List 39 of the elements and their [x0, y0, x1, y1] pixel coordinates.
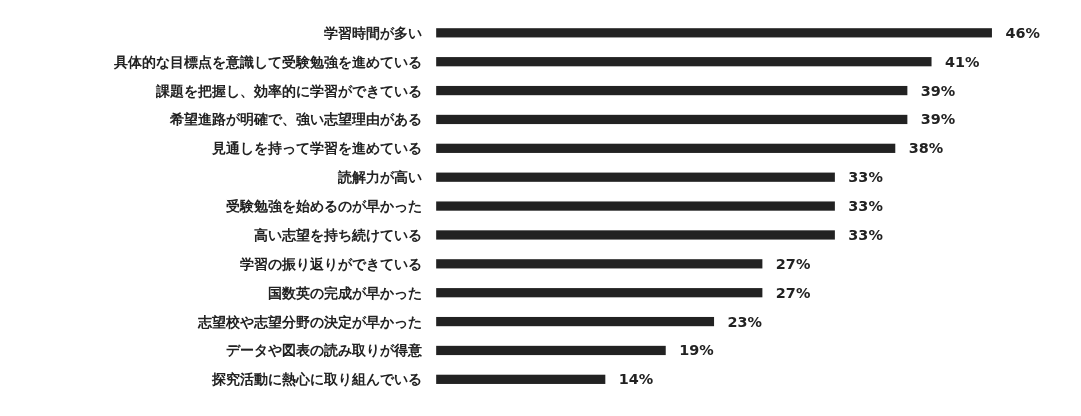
- bar: [436, 259, 763, 269]
- y-tick-label: 見通しを持って学習を進めている: [210, 140, 422, 157]
- data-label: 14%: [618, 371, 654, 388]
- data-label: 19%: [679, 342, 714, 359]
- bar: [436, 374, 606, 384]
- data-label: 33%: [848, 198, 883, 215]
- data-label: 33%: [848, 226, 883, 243]
- data-label: 38%: [908, 140, 944, 157]
- data-label: 39%: [920, 111, 956, 128]
- bar: [436, 345, 666, 356]
- bar: [436, 114, 908, 125]
- y-tick-label: 志望校や志望分野の決定が早かった: [196, 313, 422, 330]
- y-tick-label: 高い志望を持ち続けている: [253, 226, 422, 243]
- bar: [436, 143, 896, 153]
- bar: [436, 230, 835, 240]
- bar: [436, 85, 908, 96]
- y-tick-label: データや図表の読み取りが得意: [225, 342, 423, 359]
- data-label: 27%: [775, 255, 811, 272]
- y-tick-label: 課題を把握し、効率的に学習ができている: [154, 82, 422, 99]
- bar: [436, 288, 763, 298]
- y-tick-label: 受験勉強を始めるのが早かった: [224, 198, 422, 215]
- bar: [436, 316, 715, 327]
- data-label: 46%: [1005, 24, 1040, 41]
- y-tick-label: 学習時間が多い: [323, 24, 422, 41]
- y-tick-label: 学習の振り返りができている: [239, 255, 422, 272]
- y-tick-label: 国数英の完成が早かった: [267, 284, 422, 301]
- y-tick-label: 探究活動に熱心に取り組んでいる: [210, 371, 422, 388]
- data-label: 41%: [944, 53, 980, 70]
- bar: [436, 172, 835, 182]
- bar: [436, 201, 835, 211]
- data-label: 27%: [775, 284, 811, 301]
- bar: [436, 28, 992, 38]
- data-label: 23%: [727, 313, 762, 330]
- y-tick-label: 具体的な目標点を意識して受験勉強を進めている: [112, 53, 422, 70]
- data-label: 33%: [848, 169, 883, 186]
- data-label: 39%: [920, 82, 956, 99]
- bar: [436, 57, 932, 67]
- y-tick-label: 希望進路が明確で、強い志望理由がある: [168, 111, 422, 128]
- y-tick-label: 読解力が高い: [336, 169, 422, 186]
